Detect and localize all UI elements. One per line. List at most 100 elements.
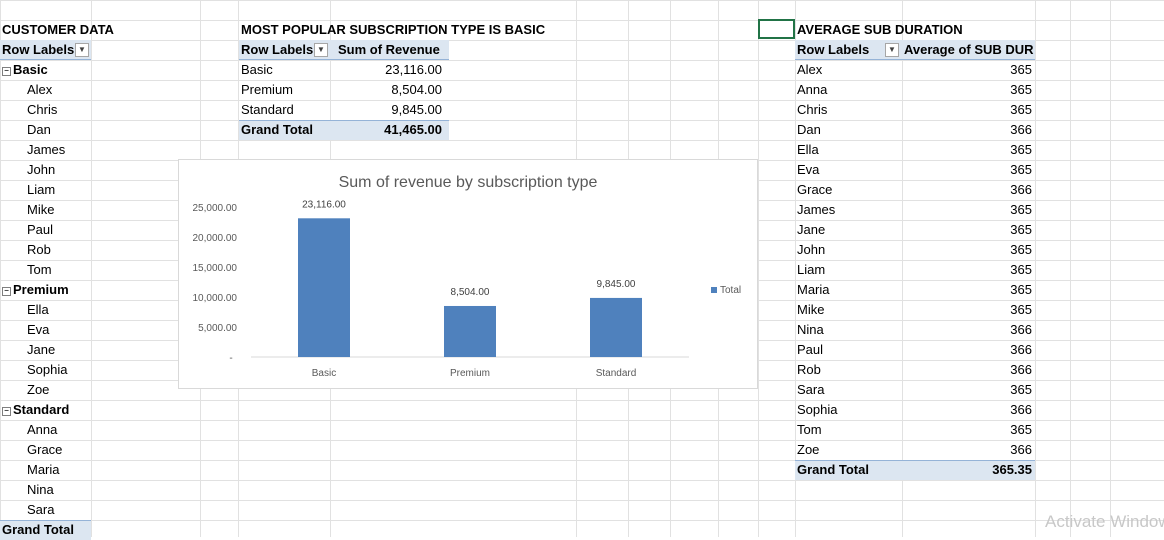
revenue-chart-svg: Sum of revenue by subscription type - 5,0… — [193, 174, 742, 379]
data-label: 8,504.00 — [451, 287, 490, 298]
duration-row-value: 366 — [1010, 342, 1032, 357]
duration-row-label: Maria — [797, 282, 830, 297]
activation-watermark: Activate Windows — [1045, 512, 1164, 531]
duration-row-value: 365 — [1010, 422, 1032, 437]
duration-row-label: Paul — [797, 342, 824, 357]
duration-row-label: Rob — [797, 362, 821, 377]
duration-title: AVERAGE SUB DURATION — [797, 22, 963, 37]
duration-row-label: Dan — [797, 122, 821, 137]
customer-name: Alex — [27, 82, 53, 97]
grid-column-line — [795, 0, 796, 537]
customer-total-bar — [0, 520, 91, 540]
grid-column-line — [902, 0, 903, 537]
grid-column-line — [1110, 0, 1111, 537]
duration-row-value: 365 — [1010, 382, 1032, 397]
duration-row-labels: Row Labels — [797, 42, 870, 57]
y-tick-label: - — [229, 353, 232, 364]
customer-name: Dan — [27, 122, 51, 137]
revenue-chart[interactable]: Sum of revenue by subscription type - 5,0… — [178, 159, 758, 389]
customer-name: Grace — [27, 442, 63, 457]
duration-filter-dropdown[interactable]: ▼ — [885, 43, 899, 57]
duration-row-value: 365 — [1010, 142, 1032, 157]
duration-total-bar — [795, 460, 1035, 480]
duration-row-value: 366 — [1010, 402, 1032, 417]
customer-title: CUSTOMER DATA — [2, 22, 114, 37]
duration-row-label: John — [797, 242, 826, 257]
customer-name: Chris — [27, 102, 58, 117]
duration-row-value: 366 — [1010, 362, 1032, 377]
collapse-icon[interactable]: − — [2, 407, 11, 416]
duration-row-value: 366 — [1010, 182, 1032, 197]
customer-group-row[interactable]: − Premium — [2, 280, 69, 300]
customer-name: Eva — [27, 322, 50, 337]
customer-group-label: Basic — [13, 62, 48, 77]
data-label: 9,845.00 — [597, 279, 636, 290]
duration-row-label: Zoe — [797, 442, 820, 457]
duration-row-value: 365 — [1010, 162, 1032, 177]
y-tick-label: 15,000.00 — [193, 263, 238, 274]
duration-row-label: Mike — [797, 302, 825, 317]
grid-column-line — [1035, 0, 1036, 537]
duration-row-label: Nina — [797, 322, 824, 337]
popular-row-labels: Row Labels — [241, 42, 314, 57]
customer-name: Paul — [27, 222, 54, 237]
customer-name: Rob — [27, 242, 51, 257]
y-tick-label: 5,000.00 — [198, 323, 237, 334]
duration-row-value: 366 — [1010, 122, 1032, 137]
selected-cell[interactable] — [758, 19, 795, 39]
duration-row-label: Grace — [797, 182, 833, 197]
collapse-icon[interactable]: − — [2, 287, 11, 296]
popular-total-bar — [239, 120, 449, 140]
duration-row-value: 365 — [1010, 62, 1032, 77]
customer-name: James — [27, 142, 66, 157]
customer-name: Nina — [27, 482, 54, 497]
popular-row-value: 23,116.00 — [385, 62, 442, 77]
customer-name: Sophia — [27, 362, 68, 377]
customer-grand-total: Grand Total — [2, 522, 74, 537]
duration-row-label: James — [797, 202, 836, 217]
duration-row-value: 365 — [1010, 202, 1032, 217]
duration-value-header: Average of SUB DUR — [904, 42, 1034, 57]
customer-name: John — [27, 162, 56, 177]
customer-group-label: Standard — [13, 402, 70, 417]
category-label: Premium — [450, 368, 490, 379]
customer-filter-dropdown[interactable]: ▼ — [75, 43, 89, 57]
duration-row-label: Tom — [797, 422, 822, 437]
duration-row-value: 365 — [1010, 82, 1032, 97]
customer-name: Tom — [27, 262, 52, 277]
duration-row-label: Jane — [797, 222, 826, 237]
duration-row-value: 365 — [1010, 262, 1032, 277]
legend-label: Total — [720, 285, 741, 296]
duration-row-label: Alex — [797, 62, 823, 77]
customer-group-label: Premium — [13, 282, 69, 297]
duration-row-value: 365 — [1010, 102, 1032, 117]
bar-standard[interactable] — [590, 297, 642, 357]
y-tick-label: 25,000.00 — [193, 203, 238, 214]
grid-column-line — [91, 0, 92, 537]
duration-row-label: Sara — [797, 382, 825, 397]
collapse-icon[interactable]: − — [2, 67, 11, 76]
duration-header-bar — [795, 40, 1035, 60]
bar-premium[interactable] — [444, 305, 496, 357]
popular-row-label: Basic — [241, 62, 273, 77]
popular-filter-dropdown[interactable]: ▼ — [314, 43, 328, 57]
category-label: Standard — [596, 368, 637, 379]
duration-grand-total-label: Grand Total — [797, 462, 869, 477]
category-label: Basic — [312, 368, 336, 379]
duration-row-value: 365 — [1010, 222, 1032, 237]
grid-column-line — [1070, 0, 1071, 537]
bar-basic[interactable] — [298, 218, 350, 357]
duration-grand-total-value: 365.35 — [992, 462, 1032, 477]
popular-header-bar — [239, 40, 449, 60]
customer-name: Sara — [27, 502, 55, 517]
popular-grand-total-label: Grand Total — [241, 122, 313, 137]
legend-swatch — [711, 287, 717, 293]
customer-name: Anna — [27, 422, 58, 437]
popular-row-value: 9,845.00 — [391, 102, 442, 117]
customer-group-row[interactable]: − Basic — [2, 60, 48, 80]
popular-row-label: Premium — [241, 82, 294, 97]
customer-group-row[interactable]: − Standard — [2, 400, 69, 420]
popular-value-header: Sum of Revenue — [338, 42, 440, 57]
popular-row-value: 8,504.00 — [391, 82, 442, 97]
duration-row-value: 365 — [1010, 282, 1032, 297]
